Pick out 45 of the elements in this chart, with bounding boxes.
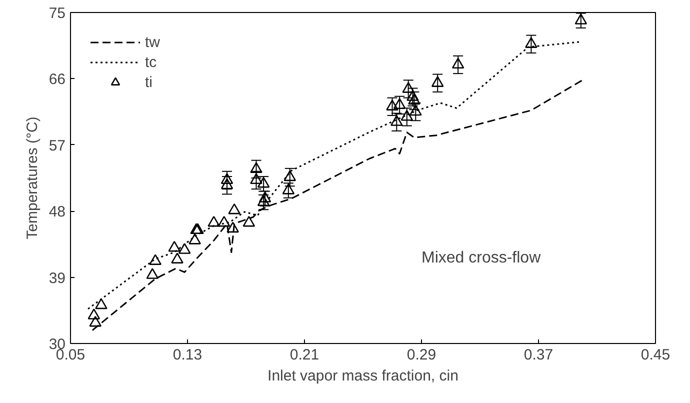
point — [257, 195, 270, 206]
y-axis-title: Temperatures (°C) — [24, 116, 41, 240]
point — [242, 216, 256, 227]
point — [406, 90, 419, 101]
point — [284, 170, 296, 182]
x-axis-title: Inlet vapor mass fraction, cin — [268, 368, 458, 384]
point — [218, 216, 230, 227]
y-tick-label: 39 — [48, 270, 66, 287]
point — [220, 173, 234, 184]
x-tick-label: 0.21 — [290, 346, 320, 364]
annotation: Mixed cross-flow — [422, 249, 542, 266]
point — [220, 178, 234, 190]
legend-label: ti — [145, 74, 154, 90]
point — [149, 254, 162, 265]
point — [89, 316, 102, 327]
point — [208, 216, 220, 227]
point — [525, 37, 538, 48]
x-tick-label: 0.13 — [172, 346, 202, 364]
point — [452, 58, 464, 69]
point — [282, 184, 295, 194]
point — [250, 162, 262, 173]
point — [228, 203, 240, 214]
point — [188, 234, 201, 244]
point — [386, 100, 398, 110]
x-tick-label: 0.37 — [524, 346, 554, 364]
y-tick-label: 48 — [48, 204, 66, 221]
point — [574, 14, 588, 24]
y-tick-label: 66 — [48, 71, 66, 88]
point — [95, 298, 108, 310]
point — [431, 76, 444, 87]
point — [390, 115, 403, 126]
legend-label: tw — [145, 34, 161, 50]
point — [171, 252, 184, 264]
point — [402, 82, 414, 93]
x-tick-label: 0.45 — [640, 346, 670, 364]
point — [178, 243, 191, 254]
y-tick-label: 75 — [48, 5, 66, 22]
point — [226, 222, 239, 233]
point — [168, 240, 180, 252]
point — [88, 308, 100, 320]
x-tick-label: 0.29 — [406, 346, 436, 364]
legend-label: tc — [145, 54, 158, 70]
y-tick-label: 57 — [48, 137, 66, 154]
point — [146, 268, 159, 279]
point — [393, 98, 406, 110]
